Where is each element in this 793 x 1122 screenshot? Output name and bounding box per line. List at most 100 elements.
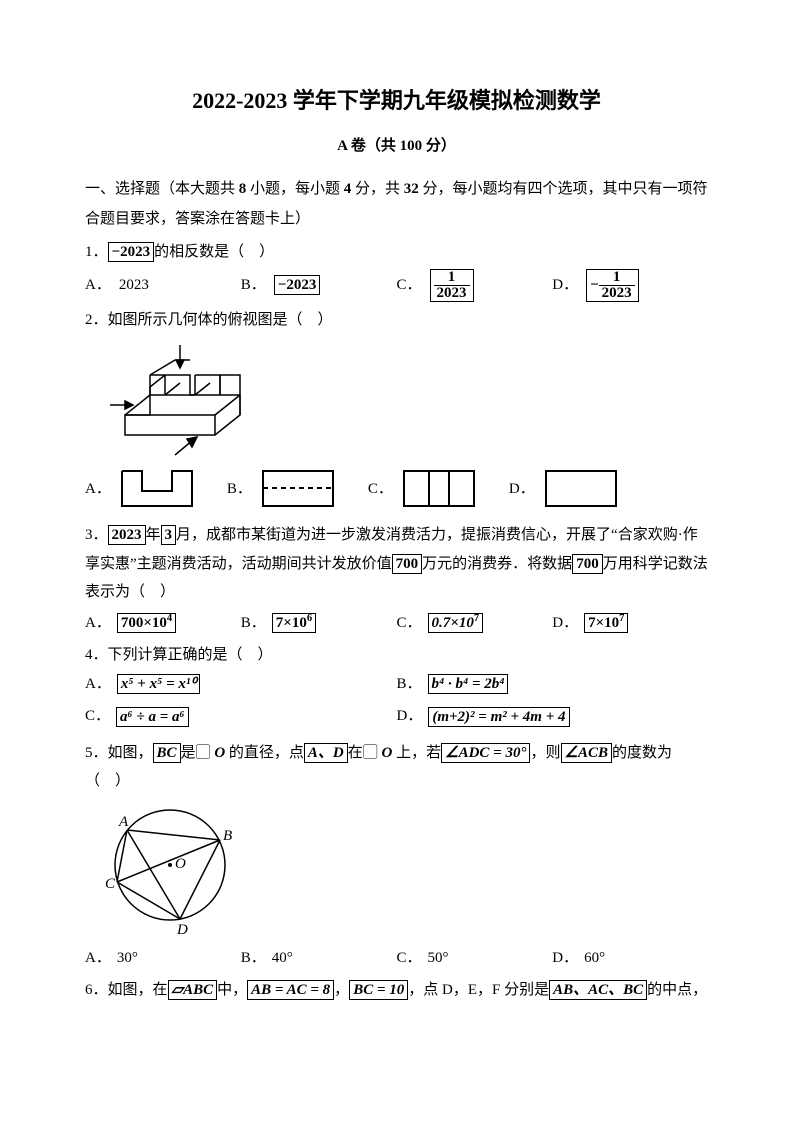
q2-a-shape-icon <box>117 466 197 511</box>
q3-b-label: B． <box>241 609 266 638</box>
q5-label-c: C <box>105 876 116 892</box>
subtitle-suffix: 分） <box>422 138 456 154</box>
intro-total: 32 <box>404 181 419 197</box>
q1-options: A．2023 B．−2023 C．12023 D．−12023 <box>85 269 708 302</box>
q3-t1: 年 <box>146 527 161 543</box>
q3-a-exp: 4 <box>167 613 172 624</box>
q5-label-d: D <box>176 922 188 938</box>
q1-a-val: 2023 <box>119 271 149 300</box>
q5-label-o: O <box>175 856 186 872</box>
q2-opt-b: B． <box>227 466 338 511</box>
q5-opt-c: C． 50° <box>397 944 553 973</box>
q1-c-den: 2023 <box>434 286 470 301</box>
q2-opt-a: A． <box>85 466 197 511</box>
q5-label-a: A <box>118 814 129 830</box>
q4-text: 下列计算正确的是（ ） <box>108 647 273 663</box>
q3-b-val: 7×106 <box>272 613 316 633</box>
q4-d-val: (m+2)² = m² + 4m + 4 <box>428 707 569 727</box>
q5-label-b: B <box>223 828 232 844</box>
q3-opt-b: B． 7×106 <box>241 609 397 638</box>
q6-t5: 的中点， <box>647 982 707 998</box>
intro-text-2: 小题，每小题 <box>246 181 344 197</box>
q4-opt-a: A．x⁵ + x⁵ = x¹⁰ <box>85 670 397 699</box>
q4-b-label: B． <box>397 670 422 699</box>
q4-b-val: b⁴ · b⁴ = 2b⁴ <box>428 674 509 694</box>
q3-b-base: 7×10 <box>276 615 307 631</box>
q5-opt-d: D． 60° <box>552 944 708 973</box>
q3-a-label: A． <box>85 609 111 638</box>
q3-c-exp: 7 <box>474 613 479 624</box>
question-4: 4．下列计算正确的是（ ） <box>85 641 708 670</box>
q5-bc: BC <box>153 743 181 763</box>
q3-c-label: C． <box>397 609 422 638</box>
q2-d-shape-icon <box>541 466 621 511</box>
q3-a-val: 700×104 <box>117 613 176 633</box>
q2-figure <box>105 340 708 460</box>
question-5: 5．如图，BC是▢ O 的直径，点A、D在▢ O 上，若∠ADC = 30°，则… <box>85 739 708 796</box>
q1-d-num: 1 <box>599 270 635 286</box>
q1-num: 1． <box>85 244 108 260</box>
q1-opt-b: B．−2023 <box>241 271 397 300</box>
q6-num: 6． <box>85 982 108 998</box>
q1-d-val: −12023 <box>586 269 639 302</box>
q1-d-sign: − <box>590 277 599 293</box>
q3-d-exp: 7 <box>619 613 624 624</box>
q5-ad: A、D <box>304 743 348 763</box>
q5-d-val: 60° <box>584 944 605 973</box>
q1-c-num: 1 <box>434 270 470 286</box>
q3-d-val: 7×107 <box>584 613 628 633</box>
q3-b-exp: 6 <box>307 613 312 624</box>
q5-t6: ，则 <box>530 745 560 761</box>
q2-opt-c: C． <box>368 466 479 511</box>
q4-c-label: C． <box>85 702 110 731</box>
q5-opt-a: A．30° <box>85 944 241 973</box>
question-3: 3．2023年3月，成都市某街道为进一步激发消费活力，提振消费信心，开展了“合家… <box>85 521 708 607</box>
q5-a-val: 30° <box>117 944 138 973</box>
q4-a-label: A． <box>85 670 111 699</box>
q5-d-label: D． <box>552 944 578 973</box>
q6-t4: ，点 D，E，F 分别是 <box>408 982 549 998</box>
q3-c-base: 0.7×10 <box>432 615 474 631</box>
q5-t2: 是▢ <box>181 745 215 761</box>
q3-year: 2023 <box>108 525 146 545</box>
q5-t4: 在▢ <box>348 745 382 761</box>
q6-sides: AB、AC、BC <box>549 980 647 1000</box>
q3-a-base: 700×10 <box>121 615 167 631</box>
q1-opt-c: C． 12023 <box>397 269 553 302</box>
q4-c-val: a⁶ ÷ a = a⁶ <box>116 707 189 727</box>
q1-c-label: C． <box>397 271 422 300</box>
q1-tail: 的相反数是（ ） <box>154 244 274 260</box>
section-intro: 一、选择题（本大题共 8 小题，每小题 4 分，共 32 分，每小题均有四个选项… <box>85 174 708 234</box>
q5-figure: A B C D O <box>95 800 708 940</box>
q5-o: O <box>214 745 225 761</box>
q5-t1: 如图， <box>108 745 153 761</box>
q1-a-label: A． <box>85 271 111 300</box>
q1-value: −2023 <box>108 242 155 262</box>
q6-t2: 中， <box>217 982 247 998</box>
q2-solid-icon <box>105 340 255 460</box>
question-6: 6．如图，在▱ABC中，AB = AC = 8，BC = 10，点 D，E，F … <box>85 976 708 1005</box>
q5-c-label: C． <box>397 944 422 973</box>
q6-t3: ， <box>334 982 349 998</box>
q5-angle2: ∠ACB <box>561 743 612 763</box>
q4-d-label: D． <box>397 702 423 731</box>
q5-t5: 上，若 <box>392 745 441 761</box>
q2-c-label: C． <box>368 475 393 504</box>
q1-opt-a: A． 2023 <box>85 271 241 300</box>
q3-t3: 万元的消费券．将数据 <box>422 556 572 572</box>
q5-num: 5． <box>85 745 108 761</box>
q5-o2: O <box>382 745 393 761</box>
q1-d-label: D． <box>552 271 578 300</box>
q5-b-val: 40° <box>272 944 293 973</box>
q5-c-val: 50° <box>428 944 449 973</box>
q5-b-label: B． <box>241 944 266 973</box>
q2-c-shape-icon <box>399 466 479 511</box>
q4-opt-d: D．(m+2)² = m² + 4m + 4 <box>397 702 709 731</box>
question-2: 2．如图所示几何体的俯视图是（ ） <box>85 306 708 335</box>
q1-opt-d: D．−12023 <box>552 269 708 302</box>
q4-opt-c: C． a⁶ ÷ a = a⁶ <box>85 702 397 731</box>
q5-opt-b: B． 40° <box>241 944 397 973</box>
q1-d-den: 2023 <box>599 286 635 301</box>
subtitle-prefix: A 卷（共 <box>337 138 400 154</box>
q6-tri: ▱ABC <box>168 980 218 1000</box>
